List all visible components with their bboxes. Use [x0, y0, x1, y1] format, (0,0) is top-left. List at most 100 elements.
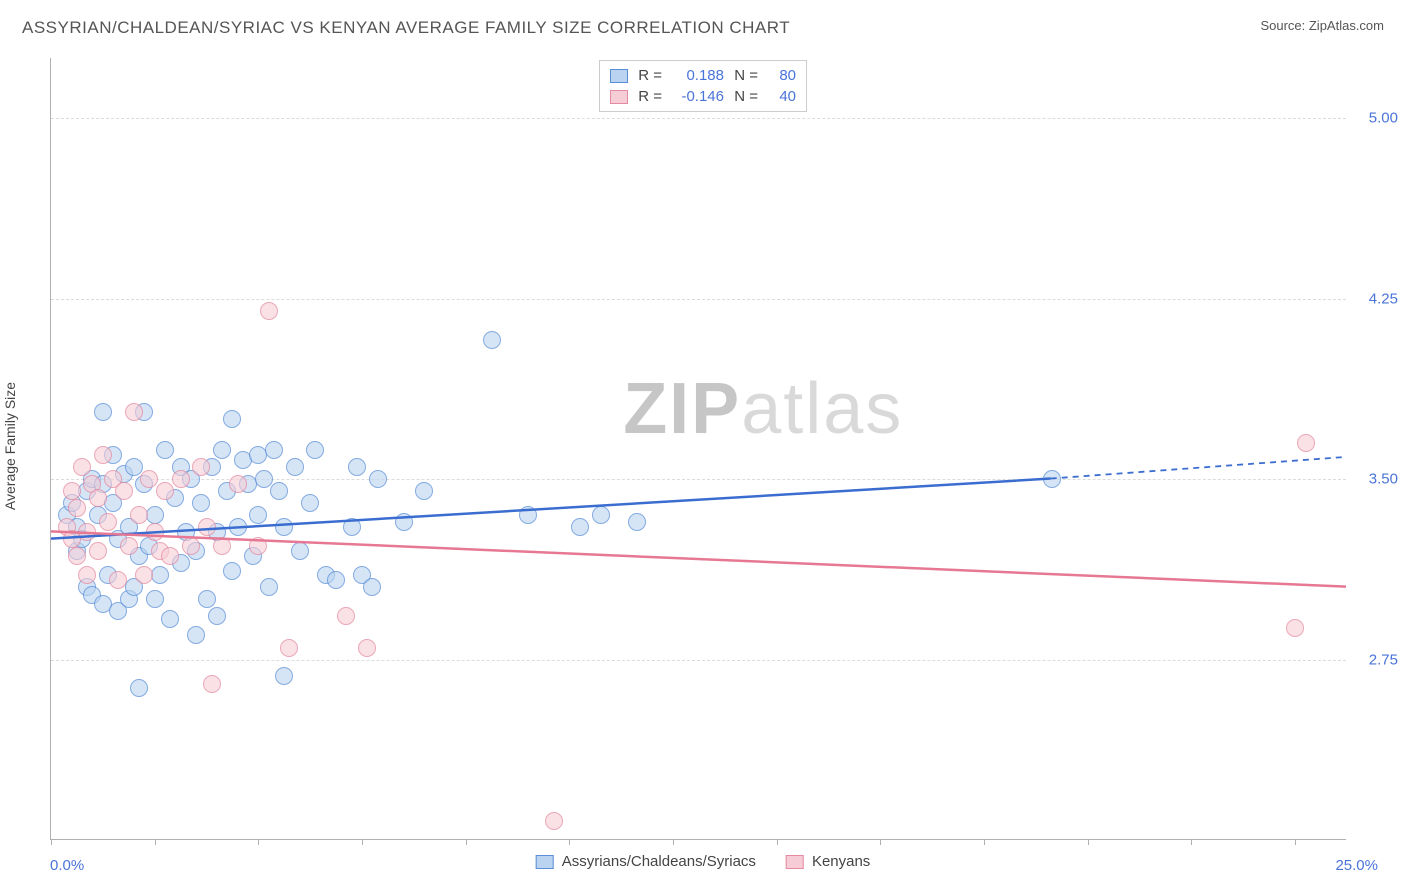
data-point — [275, 518, 293, 536]
legend-item-blue: Assyrians/Chaldeans/Syriacs — [536, 853, 756, 870]
y-tick-label: 4.25 — [1369, 290, 1398, 307]
data-point — [301, 494, 319, 512]
data-point — [198, 518, 216, 536]
source-label: Source: ZipAtlas.com — [1260, 18, 1384, 33]
r-label: R = — [634, 67, 662, 84]
data-point — [140, 470, 158, 488]
x-tick-mark — [362, 839, 363, 845]
data-point — [343, 518, 361, 536]
stats-legend: R = 0.188 N = 80 R = -0.146 N = 40 — [599, 60, 807, 112]
data-point — [260, 578, 278, 596]
data-point — [120, 537, 138, 555]
swatch-icon — [536, 855, 554, 869]
data-point — [208, 607, 226, 625]
data-point — [291, 542, 309, 560]
stats-row-blue: R = 0.188 N = 80 — [610, 65, 796, 86]
x-tick-mark — [258, 839, 259, 845]
data-point — [192, 458, 210, 476]
x-tick-min: 0.0% — [50, 857, 84, 874]
data-point — [369, 470, 387, 488]
y-tick-label: 3.50 — [1369, 471, 1398, 488]
swatch-icon — [786, 855, 804, 869]
data-point — [78, 523, 96, 541]
data-point — [270, 482, 288, 500]
data-point — [135, 566, 153, 584]
data-point — [249, 506, 267, 524]
data-point — [415, 482, 433, 500]
data-point — [327, 571, 345, 589]
n-label: N = — [730, 88, 758, 105]
data-point — [213, 537, 231, 555]
x-tick-mark — [777, 839, 778, 845]
data-point — [125, 403, 143, 421]
data-point — [1043, 470, 1061, 488]
watermark: ZIPatlas — [623, 368, 903, 450]
watermark-light: atlas — [741, 369, 903, 449]
swatch-icon — [610, 90, 628, 104]
swatch-icon — [610, 69, 628, 83]
x-tick-mark — [466, 839, 467, 845]
data-point — [89, 542, 107, 560]
data-point — [280, 639, 298, 657]
data-point — [78, 566, 96, 584]
data-point — [182, 537, 200, 555]
data-point — [337, 607, 355, 625]
data-point — [286, 458, 304, 476]
x-tick-mark — [155, 839, 156, 845]
data-point — [198, 590, 216, 608]
data-point — [519, 506, 537, 524]
data-point — [275, 667, 293, 685]
data-point — [68, 547, 86, 565]
data-point — [213, 441, 231, 459]
data-point — [348, 458, 366, 476]
data-point — [99, 513, 117, 531]
x-tick-mark — [1191, 839, 1192, 845]
data-point — [229, 475, 247, 493]
source-prefix: Source: — [1260, 18, 1308, 33]
data-point — [161, 610, 179, 628]
data-point — [571, 518, 589, 536]
data-point — [223, 562, 241, 580]
data-point — [172, 470, 190, 488]
stats-row-pink: R = -0.146 N = 40 — [610, 86, 796, 107]
data-point — [161, 547, 179, 565]
data-point — [94, 403, 112, 421]
r-value: 0.188 — [668, 67, 724, 84]
y-tick-label: 5.00 — [1369, 110, 1398, 127]
data-point — [94, 446, 112, 464]
data-point — [229, 518, 247, 536]
data-point — [483, 331, 501, 349]
data-point — [156, 441, 174, 459]
x-tick-mark — [1088, 839, 1089, 845]
data-point — [151, 566, 169, 584]
x-tick-mark — [1295, 839, 1296, 845]
gridline — [51, 660, 1346, 661]
data-point — [358, 639, 376, 657]
x-tick-mark — [569, 839, 570, 845]
data-point — [363, 578, 381, 596]
gridline — [51, 118, 1346, 119]
header-bar: ASSYRIAN/CHALDEAN/SYRIAC VS KENYAN AVERA… — [22, 18, 1384, 38]
data-point — [63, 482, 81, 500]
x-tick-mark — [673, 839, 674, 845]
data-point — [306, 441, 324, 459]
data-point — [592, 506, 610, 524]
data-point — [255, 470, 273, 488]
data-point — [73, 458, 91, 476]
data-point — [1286, 619, 1304, 637]
y-tick-label: 2.75 — [1369, 651, 1398, 668]
data-point — [628, 513, 646, 531]
data-point — [115, 482, 133, 500]
x-tick-max: 25.0% — [1335, 857, 1378, 874]
data-point — [260, 302, 278, 320]
r-label: R = — [634, 88, 662, 105]
watermark-bold: ZIP — [623, 369, 741, 449]
data-point — [249, 537, 267, 555]
data-point — [265, 441, 283, 459]
x-tick-mark — [51, 839, 52, 845]
source-name: ZipAtlas.com — [1309, 18, 1384, 33]
legend-item-pink: Kenyans — [786, 853, 870, 870]
data-point — [146, 506, 164, 524]
y-axis-label: Average Family Size — [2, 382, 18, 510]
data-point — [130, 506, 148, 524]
